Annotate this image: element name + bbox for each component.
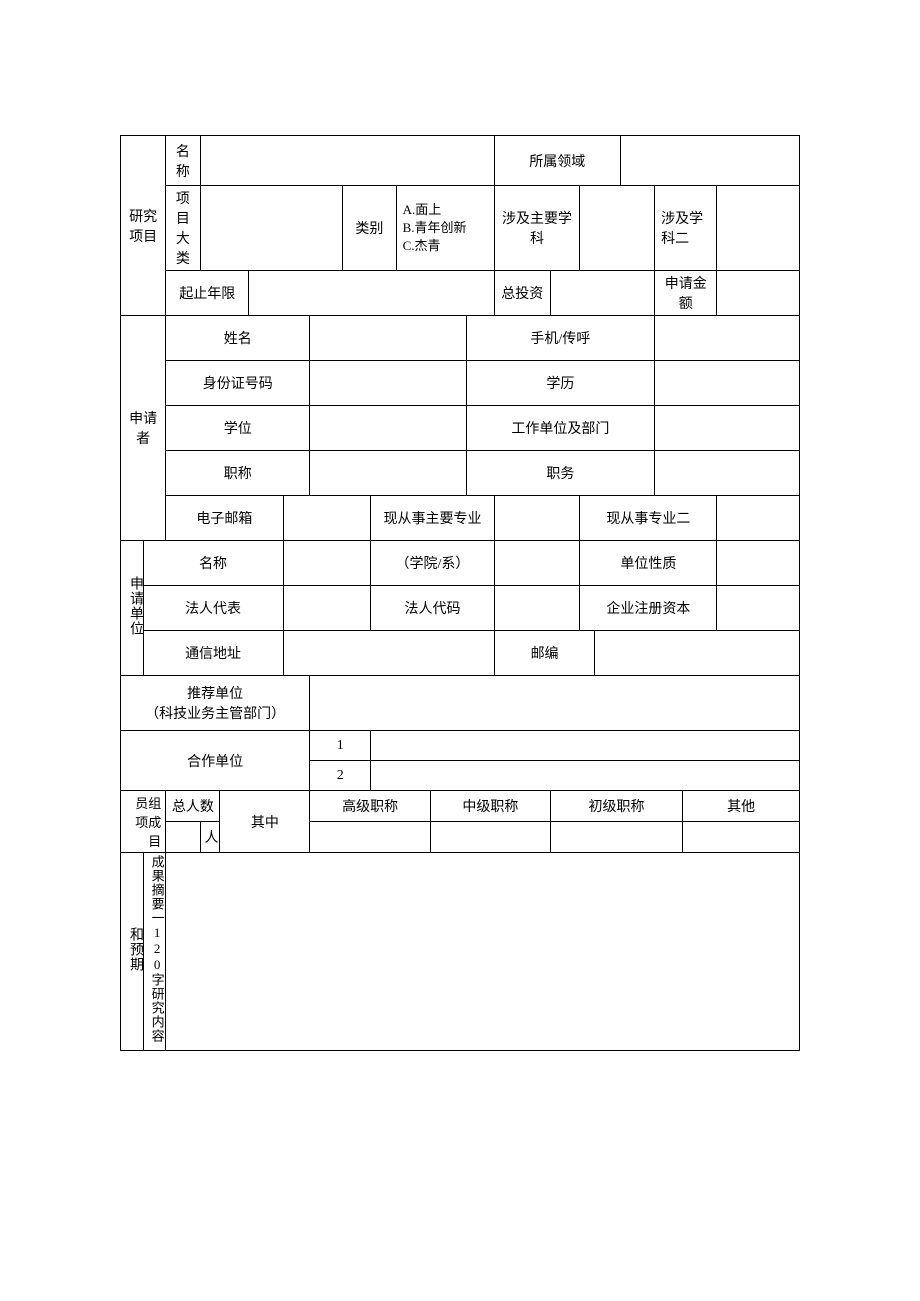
org-nature-label: 单位性质 (580, 541, 717, 586)
abstract-label-right: 成果摘要一120字研究内容 (143, 853, 166, 1051)
org-postcode-value (595, 631, 800, 676)
applicant-phone-label: 手机/传呼 (466, 316, 655, 361)
org-name-value (283, 541, 371, 586)
project-type-label: 类别 (343, 186, 396, 271)
recommend-label: 推荐单位 （科技业务主管部门） (121, 676, 310, 731)
applicant-id-value (310, 361, 466, 406)
applicant-title-value (310, 451, 466, 496)
applicant-edu-value (655, 361, 800, 406)
applicant-email-value (283, 496, 371, 541)
coop-label: 合作单位 (121, 731, 310, 791)
project-domain-value (620, 136, 799, 186)
org-dept-label: （学院/系） (371, 541, 494, 586)
project-total-invest-label: 总投资 (494, 271, 550, 316)
applicant-email-label: 电子邮箱 (166, 496, 283, 541)
project-section-label: 研究项目 (121, 136, 166, 316)
team-junior-value (550, 822, 682, 853)
applicant-current-major2-label: 现从事专业二 (580, 496, 717, 541)
project-subject2-label: 涉及学科二 (655, 186, 717, 271)
applicant-work-unit-label: 工作单位及部门 (466, 406, 655, 451)
org-legal-rep-value (283, 586, 371, 631)
org-address-label: 通信地址 (143, 631, 283, 676)
project-type-options: A.面上 B.青年创新 C.杰青 (396, 186, 494, 271)
org-section-label: 申请单位 (121, 541, 144, 676)
project-period-label: 起止年限 (166, 271, 249, 316)
project-period-value (249, 271, 494, 316)
applicant-position-value (655, 451, 800, 496)
team-senior-value (310, 822, 431, 853)
team-junior-label: 初级职称 (550, 791, 682, 822)
project-apply-amount-value (717, 271, 800, 316)
team-senior-label: 高级职称 (310, 791, 431, 822)
applicant-current-major-value (494, 496, 580, 541)
team-mid-value (430, 822, 550, 853)
abstract-content (166, 853, 800, 1051)
project-apply-amount-label: 申请金额 (655, 271, 717, 316)
project-main-subject-value (580, 186, 655, 271)
applicant-title-label: 职称 (166, 451, 310, 496)
team-other-label: 其他 (683, 791, 800, 822)
coop-row2-num: 2 (310, 761, 371, 791)
team-total-count-label: 总人数 (166, 791, 220, 822)
org-dept-value (494, 541, 580, 586)
applicant-section-label: 申请者 (121, 316, 166, 541)
team-total-count-value (166, 822, 200, 853)
applicant-position-label: 职务 (466, 451, 655, 496)
applicant-name-label: 姓名 (166, 316, 310, 361)
applicant-current-major-label: 现从事主要专业 (371, 496, 494, 541)
org-name-label: 名称 (143, 541, 283, 586)
org-legal-code-value (494, 586, 580, 631)
recommend-value (310, 676, 800, 731)
org-reg-capital-value (717, 586, 800, 631)
applicant-degree-label: 学位 (166, 406, 310, 451)
team-among-label: 其中 (220, 791, 310, 853)
abstract-label-left: 和预期 (121, 853, 144, 1051)
org-legal-rep-label: 法人代表 (143, 586, 283, 631)
org-address-value (283, 631, 494, 676)
project-major-cat-label: 项目大类 (166, 186, 200, 271)
project-main-subject-label: 涉及主要学科 (494, 186, 580, 271)
applicant-work-unit-value (655, 406, 800, 451)
project-subject2-value (717, 186, 800, 271)
project-name-label: 名称 (166, 136, 200, 186)
org-reg-capital-label: 企业注册资本 (580, 586, 717, 631)
coop-row2-value (371, 761, 800, 791)
team-other-value (683, 822, 800, 853)
project-name-value (200, 136, 494, 186)
application-form-table: 研究项目 名称 所属领域 项目大类 类别 A.面上 B.青年创新 C.杰青 涉及… (120, 135, 800, 1051)
project-total-invest-value (550, 271, 654, 316)
team-person-suffix: 人 (200, 822, 220, 853)
applicant-current-major2-value (717, 496, 800, 541)
team-mid-label: 中级职称 (430, 791, 550, 822)
org-postcode-label: 邮编 (494, 631, 595, 676)
coop-row1-num: 1 (310, 731, 371, 761)
applicant-degree-value (310, 406, 466, 451)
applicant-edu-label: 学历 (466, 361, 655, 406)
org-nature-value (717, 541, 800, 586)
applicant-name-value (310, 316, 466, 361)
team-section-label: 员组项成目 (121, 791, 166, 853)
org-legal-code-label: 法人代码 (371, 586, 494, 631)
project-domain-label: 所属领域 (494, 136, 620, 186)
applicant-id-label: 身份证号码 (166, 361, 310, 406)
project-major-cat-value (200, 186, 343, 271)
coop-row1-value (371, 731, 800, 761)
applicant-phone-value (655, 316, 800, 361)
